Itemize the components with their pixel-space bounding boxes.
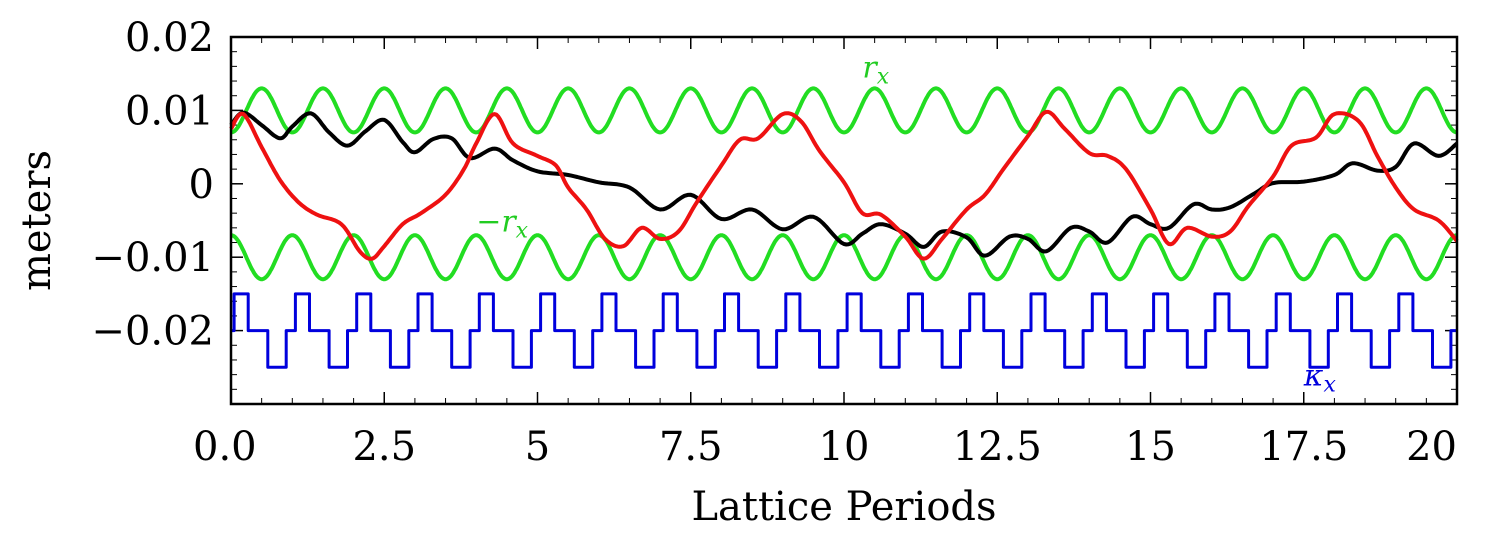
plot-series bbox=[229, 86, 1459, 369]
y-tick-label: 0 bbox=[189, 162, 214, 208]
series-annotation-2: κx bbox=[1303, 359, 1337, 398]
series-line-1 bbox=[229, 233, 1459, 282]
series-annotation-1: −rx bbox=[476, 205, 528, 244]
x-tick-label: 0.0 bbox=[193, 424, 257, 470]
plot-frame bbox=[229, 35, 1459, 406]
series-annotation-0: rx bbox=[862, 50, 889, 89]
series-line-2 bbox=[231, 292, 1457, 369]
y-tick-labels: 0.02 0.01 0 −0.01 −0.02 bbox=[91, 15, 214, 355]
series-line-4 bbox=[229, 109, 1459, 261]
y-axis-title: meters bbox=[14, 150, 60, 291]
y-tick-label: −0.02 bbox=[91, 309, 214, 355]
x-tick-label: 17.5 bbox=[1259, 424, 1348, 470]
x-tick-labels: 0.0 2.5 5 7.5 10 12.5 15 17.5 20 bbox=[193, 424, 1457, 470]
tick-marks bbox=[230, 36, 1458, 405]
x-tick-label: 7.5 bbox=[659, 424, 723, 470]
y-tick-label: −0.01 bbox=[91, 235, 214, 281]
x-tick-label: 2.5 bbox=[352, 424, 416, 470]
x-tick-label: 15 bbox=[1125, 424, 1176, 470]
y-tick-label: 0.01 bbox=[125, 88, 214, 134]
annotations: rx −rx κx bbox=[476, 50, 1336, 397]
x-tick-label: 20 bbox=[1406, 424, 1457, 470]
x-tick-label: 12.5 bbox=[953, 424, 1042, 470]
series-line-3 bbox=[229, 110, 1459, 258]
y-tick-label: 0.02 bbox=[125, 15, 214, 61]
x-tick-label: 10 bbox=[819, 424, 870, 470]
x-axis-title: Lattice Periods bbox=[691, 484, 996, 530]
x-tick-label: 5 bbox=[525, 424, 550, 470]
series-line-0 bbox=[229, 86, 1459, 135]
